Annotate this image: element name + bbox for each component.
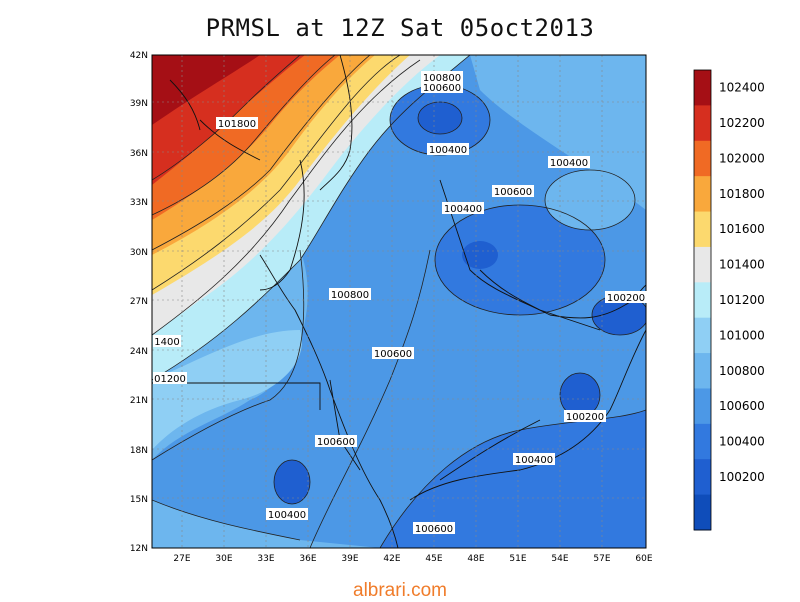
lat-label: 36N [130,149,148,159]
lat-label: 39N [130,99,148,109]
svg-text:100600: 100600 [374,349,412,360]
svg-text:100800: 100800 [331,290,369,301]
svg-text:100400: 100400 [429,145,467,156]
svg-text:100600: 100600 [494,187,532,198]
colorbar: 102400 102200 102000 101800 101600 101400 1012… [693,69,765,531]
contour-label: 100800 [421,71,463,84]
svg-text:100800: 100800 [423,73,461,84]
contour-label: 100400 [548,156,590,169]
pressure-field [152,55,646,548]
contour-label: 100600 [421,81,463,94]
lat-label: 24N [130,347,148,357]
lon-label: 45E [425,554,442,564]
colorbar-label: 101000 [719,328,765,342]
lon-label: 36E [299,554,316,564]
svg-text:1400: 1400 [154,337,179,348]
lat-label: 15N [130,495,148,505]
contour-label: 100800 [329,288,371,301]
svg-text:100600: 100600 [423,83,461,94]
colorbar-swatch [694,140,711,177]
contour-label: 100600 [372,347,414,360]
latitude-axis: 42N 39N 36N 33N 30N 27N 24N 21N 18N 15N … [130,51,148,554]
lat-label: 33N [130,198,148,208]
contour-label: 01200 [153,372,187,385]
lon-label: 42E [383,554,400,564]
colorbar-swatch [694,494,711,531]
colorbar-frame [693,69,712,531]
lat-label: 30N [130,248,148,258]
contour-label: 100400 [442,202,484,215]
lon-label: 60E [635,554,652,564]
colorbar-label: 102000 [719,151,765,165]
colorbar-label: 100400 [719,435,765,449]
svg-text:100600: 100600 [415,524,453,535]
lon-label: 33E [257,554,274,564]
lon-label: 39E [341,554,358,564]
lat-label: 27N [130,297,148,307]
lat-label: 18N [130,446,148,456]
colorbar-label: 102200 [719,116,765,130]
svg-text:100200: 100200 [607,293,645,304]
colorbar-swatch [694,105,711,142]
colorbar-swatch [694,353,711,389]
svg-text:100400: 100400 [444,204,482,215]
site-credit: albrari.com [353,580,447,601]
svg-text:100200: 100200 [566,412,604,423]
svg-text:100600: 100600 [317,437,355,448]
contour-label: 100600 [413,522,455,535]
contour-labels: 101800 100800 100600 100400 100400 10060… [153,71,647,535]
colorbar-label: 100200 [719,470,765,484]
svg-text:100400: 100400 [515,455,553,466]
contour-label: 100600 [492,185,534,198]
colorbar-label: 102400 [719,81,765,95]
lat-label: 12N [130,544,148,554]
colorbar-swatch [694,423,711,460]
contour-label: 101800 [216,117,258,130]
contour-label: 100200 [564,410,606,423]
longitude-axis: 27E 30E 33E 36E 39E 42E 45E 48E 51E 54E … [173,554,652,564]
lon-label: 57E [593,554,610,564]
colorbar-label: 101400 [719,258,765,272]
colorbar-label: 100800 [719,364,765,378]
svg-text:100400: 100400 [550,158,588,169]
contour-label: 100400 [266,508,308,521]
colorbar-swatch [694,388,711,425]
colorbar-swatch [694,459,711,496]
map-title: PRMSL at 12Z Sat 05oct2013 [205,14,595,42]
colorbar-swatch [694,282,711,319]
colorbar-swatch [694,176,711,213]
lat-label: 21N [130,396,148,406]
colorbar-swatch [694,246,711,283]
lat-label: 42N [130,51,148,61]
lon-label: 27E [173,554,190,564]
colorbar-label: 101800 [719,187,765,201]
svg-text:101800: 101800 [218,119,256,130]
contour-label: 100400 [427,143,469,156]
lon-label: 51E [509,554,526,564]
contour-label: 1400 [153,335,181,348]
lon-label: 48E [467,554,484,564]
colorbar-swatch [694,70,711,106]
svg-text:01200: 01200 [154,374,186,385]
contour-label: 100600 [315,435,357,448]
colorbar-swatch [694,211,711,248]
svg-text:100400: 100400 [268,510,306,521]
colorbar-swatch [694,317,711,354]
lon-label: 54E [551,554,568,564]
colorbar-label: 101200 [719,293,765,307]
colorbar-label: 100600 [719,399,765,413]
lon-label: 30E [215,554,232,564]
contour-label: 100400 [513,453,555,466]
contour-label: 100200 [605,291,647,304]
colorbar-label: 101600 [719,222,765,236]
